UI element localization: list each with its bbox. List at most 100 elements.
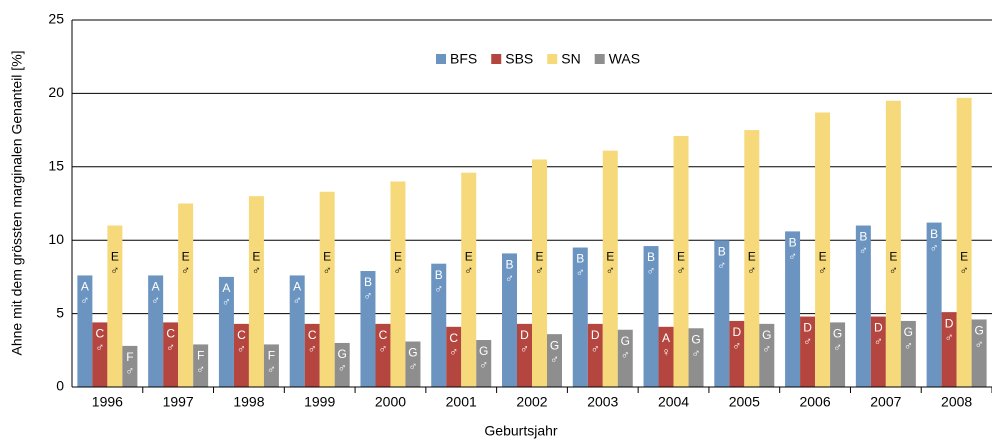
legend-label: BFS: [450, 51, 477, 67]
bar-letter: F: [126, 350, 133, 364]
bar-letter: D: [945, 316, 954, 330]
bar-sex: ♂: [125, 364, 134, 378]
bar: [729, 320, 745, 387]
bar-letter: G: [479, 344, 488, 358]
x-tick-label: 2000: [375, 394, 406, 410]
bar: [289, 275, 305, 387]
bar: [431, 263, 447, 387]
bar-letter: B: [364, 275, 372, 289]
bar-sex: ♂: [930, 241, 939, 255]
bar-sex: ♂: [293, 294, 302, 308]
x-axis-title: Geburtsjahr: [484, 423, 557, 439]
bar: [830, 322, 846, 387]
bar: [517, 323, 532, 387]
bar-letter: E: [465, 250, 473, 264]
bar-sex: ♂: [110, 264, 119, 278]
bar: [587, 323, 603, 387]
bar: [956, 97, 972, 387]
bar-sex: ♂: [338, 361, 347, 375]
bar-letter: C: [308, 328, 317, 342]
bar-sex: ♂: [181, 264, 190, 278]
bar-sex: ♂: [505, 272, 514, 286]
bar: [461, 172, 477, 387]
bar: [643, 246, 659, 387]
y-tick-label: 15: [48, 158, 64, 174]
bar: [122, 345, 138, 387]
bar-letter: G: [904, 325, 913, 339]
bar-sex: ♂: [859, 244, 868, 258]
bar: [855, 225, 871, 387]
bar: [360, 271, 376, 387]
x-tick-label: 2006: [799, 394, 830, 410]
bar-letter: A: [662, 331, 670, 345]
y-tick-label: 25: [48, 11, 64, 27]
bar: [218, 276, 234, 387]
bar-sex: ♂: [222, 295, 231, 309]
bar-letter: B: [576, 252, 584, 266]
bar-letter: E: [677, 250, 685, 264]
bar-letter: D: [732, 325, 741, 339]
bar-sex: ♂: [323, 264, 332, 278]
bar-sex: ♂: [479, 358, 488, 372]
bar-sex: ♂: [762, 342, 771, 356]
bar-letter: E: [960, 250, 968, 264]
y-tick-label: 20: [48, 84, 64, 100]
bar-letter: G: [833, 327, 842, 341]
bar-letter: A: [293, 280, 301, 294]
bar-letter: E: [111, 250, 119, 264]
bar: [476, 340, 492, 387]
bar: [688, 328, 704, 387]
bar-sex: ♂: [393, 264, 402, 278]
bar-letter: E: [252, 250, 260, 264]
bar: [304, 323, 320, 387]
bar-letter: B: [505, 258, 513, 272]
bar: [502, 253, 517, 387]
bar-sex: ♂: [889, 264, 898, 278]
bar-sex: ♂: [975, 338, 984, 352]
bar-letter: E: [535, 250, 543, 264]
bar-sex: ♂: [520, 342, 529, 356]
bar-letter: B: [435, 268, 443, 282]
bar-letter: E: [323, 250, 331, 264]
bar-letter: G: [621, 334, 630, 348]
bar-letter: A: [152, 280, 160, 294]
bar-letter: C: [237, 328, 246, 342]
bar: [92, 322, 108, 387]
bar-sex: ♂: [252, 264, 261, 278]
bar-sex: ♂: [591, 342, 600, 356]
bar: [900, 320, 916, 387]
bar: [178, 203, 194, 387]
bar-sex: ♂: [535, 264, 544, 278]
bar-letter: E: [394, 250, 402, 264]
bar: [547, 334, 562, 387]
bar-letter: C: [449, 331, 458, 345]
bar-sex: ♂: [960, 264, 969, 278]
bar-letter: B: [789, 236, 797, 250]
bar-letter: A: [222, 281, 230, 295]
bar-sex: ♂: [692, 346, 701, 360]
bar-sex: ♂: [166, 341, 175, 355]
bar-letter: G: [974, 324, 983, 338]
bar: [77, 275, 93, 387]
bar-sex: ♂: [378, 342, 387, 356]
x-tick-label: 2003: [587, 394, 618, 410]
bar: [800, 316, 816, 387]
legend-swatch: [594, 54, 605, 64]
x-tick-label: 2007: [870, 394, 901, 410]
bar-sex: ♂: [717, 258, 726, 272]
bar-sex: ♂: [874, 335, 883, 349]
bar-letter: D: [591, 328, 600, 342]
bar-sex: ♂: [621, 348, 630, 362]
x-tick-label: 1998: [233, 394, 264, 410]
bar: [785, 231, 801, 387]
y-axis-title: Ahne mit dem grössten marginalen Genante…: [9, 50, 25, 355]
y-tick-label: 10: [48, 231, 64, 247]
bar: [744, 130, 760, 387]
bar: [405, 341, 421, 387]
bar-letter: E: [606, 250, 614, 264]
bar-sex: ♂: [95, 341, 104, 355]
bar-sex: ♂: [747, 264, 756, 278]
bar-letter: G: [408, 346, 417, 360]
bar-letter: B: [718, 244, 726, 258]
